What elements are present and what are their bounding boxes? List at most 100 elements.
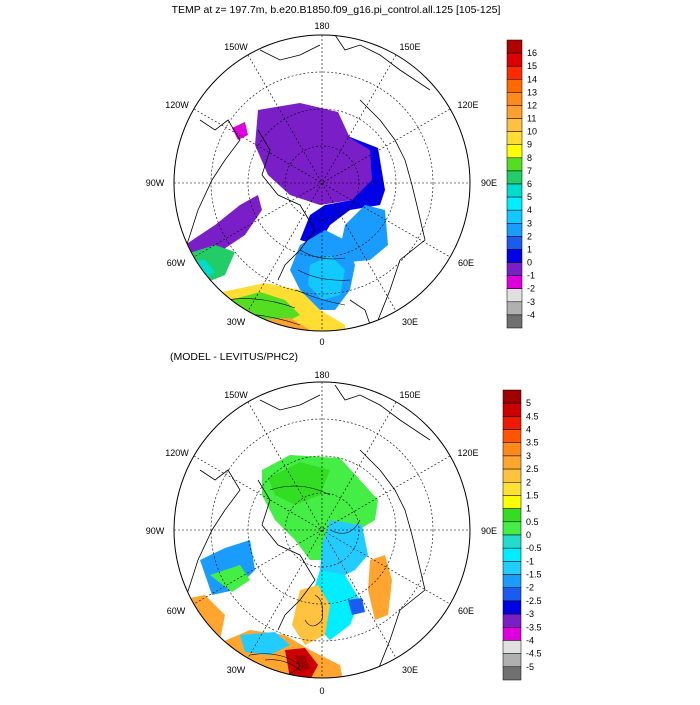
colorbar-label: 3 bbox=[526, 451, 531, 461]
colorbar-label: -1.5 bbox=[526, 570, 542, 580]
colorbar-label: 3 bbox=[527, 218, 532, 228]
field-region-blue bbox=[300, 135, 385, 245]
colorbar-swatch bbox=[506, 170, 523, 185]
colorbar-swatch bbox=[506, 92, 523, 106]
colorbar-label: 6 bbox=[527, 179, 532, 189]
bottom-map-panel: (MODEL - LEVITUS/PHC2) bbox=[146, 351, 542, 696]
top-lon-90w: 90W bbox=[146, 178, 165, 188]
colorbar-swatch bbox=[506, 249, 523, 263]
top-map-panel: TEMP at z= 197.7m, b.e20.B1850.f09_g16.p… bbox=[146, 4, 537, 347]
colorbar-label: 10 bbox=[527, 127, 537, 137]
top-lon-60e: 60E bbox=[458, 258, 474, 268]
colorbar-label: 2.5 bbox=[526, 464, 539, 474]
top-lon-180: 180 bbox=[314, 21, 329, 31]
colorbar-swatch bbox=[502, 482, 522, 496]
colorbar-label: -4 bbox=[526, 635, 534, 645]
colorbar-swatch bbox=[506, 157, 523, 172]
bottom-lon-30e: 30E bbox=[402, 665, 418, 675]
bottom-lon-150w: 150W bbox=[224, 390, 248, 400]
colorbar-label: 15 bbox=[527, 61, 537, 71]
top-lon-30w: 30W bbox=[227, 317, 246, 327]
colorbar-label: 14 bbox=[527, 74, 537, 84]
colorbar-swatch bbox=[502, 574, 522, 588]
colorbar-label: 7 bbox=[527, 166, 532, 176]
bottom-lon-150e: 150E bbox=[399, 390, 420, 400]
colorbar-swatch bbox=[506, 183, 523, 198]
colorbar-label: 2 bbox=[526, 477, 531, 487]
colorbar-swatch bbox=[506, 79, 523, 93]
colorbar-label: 1 bbox=[526, 504, 531, 514]
colorbar-label: -4.5 bbox=[526, 649, 542, 659]
top-graticule bbox=[174, 35, 470, 331]
colorbar-label: 13 bbox=[527, 87, 537, 97]
top-lon-60w: 60W bbox=[167, 258, 186, 268]
bottom-lon-90e: 90E bbox=[481, 526, 497, 536]
colorbar-swatch bbox=[506, 105, 523, 119]
colorbar-label: 4 bbox=[527, 205, 532, 215]
top-map-boundary bbox=[173, 34, 471, 332]
colorbar-label: 4.5 bbox=[526, 411, 539, 421]
colorbar-swatch bbox=[506, 262, 523, 276]
top-lon-150e: 150E bbox=[399, 42, 420, 52]
colorbar-swatch bbox=[502, 587, 522, 602]
colorbar-label: 0 bbox=[527, 258, 532, 268]
colorbar-label: -2.5 bbox=[526, 596, 542, 606]
colorbar-label: -5 bbox=[526, 662, 534, 672]
colorbar-swatch bbox=[506, 52, 523, 67]
colorbar-swatch bbox=[502, 429, 522, 443]
colorbar-label: -3 bbox=[527, 297, 535, 307]
top-lon-0: 0 bbox=[319, 337, 324, 347]
bottom-panel-title: (MODEL - LEVITUS/PHC2) bbox=[170, 351, 298, 363]
field-region-purple bbox=[255, 103, 375, 205]
colorbar-label: -2 bbox=[527, 284, 535, 294]
colorbar-swatch bbox=[506, 288, 523, 303]
colorbar-swatch bbox=[506, 196, 523, 211]
colorbar-swatch bbox=[502, 521, 522, 536]
colorbar-label: 12 bbox=[527, 100, 537, 110]
colorbar-label: -2 bbox=[526, 583, 534, 593]
colorbar-label: -3 bbox=[526, 609, 534, 619]
colorbar-swatch bbox=[502, 508, 522, 523]
colorbar-swatch bbox=[502, 666, 522, 681]
colorbar-swatch bbox=[506, 65, 523, 80]
colorbar-label: 0 bbox=[526, 530, 531, 540]
colorbar-label: 2 bbox=[527, 231, 532, 241]
colorbar-swatch bbox=[502, 653, 522, 668]
colorbar-swatch bbox=[502, 402, 522, 417]
field-region-lightblue bbox=[340, 205, 388, 262]
colorbar-label: 9 bbox=[527, 140, 532, 150]
colorbar-swatch bbox=[502, 455, 522, 470]
top-panel-title: TEMP at z= 197.7m, b.e20.B1850.f09_g16.p… bbox=[172, 4, 501, 16]
field-region-cyan bbox=[320, 520, 368, 580]
colorbar-swatch bbox=[506, 209, 523, 224]
colorbar-label: 5 bbox=[527, 192, 532, 202]
colorbar-swatch bbox=[502, 389, 522, 404]
colorbar-label: -4 bbox=[527, 310, 535, 320]
bottom-lon-60e: 60E bbox=[458, 606, 474, 616]
bottom-lon-60w: 60W bbox=[167, 606, 186, 616]
bottom-map-boundary bbox=[173, 381, 471, 679]
colorbar-swatch bbox=[502, 600, 522, 615]
colorbar-swatch bbox=[502, 561, 522, 575]
field-region-magenta bbox=[232, 122, 248, 140]
colorbar-label: 1.5 bbox=[526, 490, 539, 500]
field-region-blue bbox=[348, 598, 365, 615]
field-region-barents bbox=[368, 555, 392, 620]
colorbar-label: -1 bbox=[527, 271, 535, 281]
top-lon-30e: 30E bbox=[402, 317, 418, 327]
top-lon-120w: 120W bbox=[165, 100, 189, 110]
top-lon-150w: 150W bbox=[224, 42, 248, 52]
colorbar-swatch bbox=[506, 144, 523, 159]
colorbar-label: 8 bbox=[527, 153, 532, 163]
field-region-atlantic-cyan bbox=[240, 632, 290, 655]
field-region-darkgreen bbox=[268, 462, 330, 505]
colorbar-swatch bbox=[506, 223, 523, 237]
colorbar-swatch bbox=[502, 442, 522, 457]
colorbar-swatch bbox=[506, 275, 523, 289]
bottom-graticule bbox=[174, 382, 470, 678]
colorbar-swatch bbox=[506, 236, 523, 250]
field-region-labrador-green bbox=[210, 565, 250, 592]
colorbar-swatch bbox=[502, 640, 522, 654]
colorbar-label: 3.5 bbox=[526, 438, 539, 448]
